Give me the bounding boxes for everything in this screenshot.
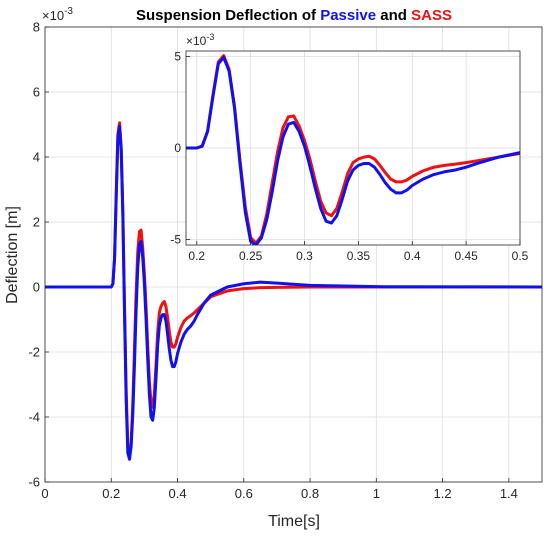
main-x-tick-label: 0.2 [102,486,120,501]
main-x-tick-label: 0 [41,486,48,501]
main-y-tick-label: 8 [33,20,40,35]
inset-x-tick-label: 0.35 [347,249,371,263]
main-exponent: ×10-3 [42,6,73,23]
title-passive: Passive [320,7,376,24]
main-x-tick-label: 0.8 [301,486,319,501]
main-x-tick-label: 0.6 [235,486,253,501]
inset-exponent-base: ×10 [186,34,207,48]
inset-exponent-power: -3 [206,32,214,42]
main-y-ticks: -6 -4 -2 0 2 4 6 8 [28,20,49,490]
title-prefix: Suspension Deflection of [136,7,317,24]
main-series-group [45,121,542,461]
inset-x-tick-label: 0.2 [188,249,205,263]
inset-x-tick-label: 0.45 [454,249,478,263]
inset-x-tick-label: 0.4 [404,249,421,263]
inset-y-tick-label: 5 [174,50,181,64]
chart-title: Suspension Deflection of Passive and SAS… [136,7,452,24]
inset-y-tick-label: 0 [174,141,181,155]
main-y-tick-label: -2 [28,345,40,360]
main-y-tick-label: -4 [28,410,40,425]
inset-exponent: ×10-3 [186,32,214,48]
main-x-tick-label: 1.4 [500,486,518,501]
main-y-tick-label: 4 [33,150,40,165]
main-axes-frame [44,26,543,483]
main-x-tick-label: 0.4 [168,486,186,501]
main-y-tick-label: 6 [33,85,40,100]
main-x-tick-label: 1 [373,486,380,501]
inset-x-tick-label: 0.3 [296,249,313,263]
main-series-passive [45,124,542,461]
inset-plot-area: 0.2 0.25 0.3 0.35 0.4 0.45 0.5 -5 0 5 ×10-3 [170,32,529,263]
inset-series-group [186,54,520,245]
inset-y-tick-label: -5 [170,233,181,247]
main-x-ticks: 0 0.2 0.4 0.6 0.8 1 1.2 1.4 [41,478,518,501]
inset-x-tick-label: 0.5 [512,249,529,263]
inset-grid [186,51,521,245]
inset-y-ticks: -5 0 5 [170,50,190,247]
main-exponent-power: -3 [64,6,73,17]
title-connector: and [380,7,407,24]
main-y-tick-label: 0 [33,280,40,295]
main-exponent-base: ×10 [42,8,64,23]
inset-x-ticks: 0.2 0.25 0.3 0.35 0.4 0.45 0.5 [188,241,529,263]
title-sass: SASS [411,7,452,24]
inset-x-tick-label: 0.25 [239,249,263,263]
main-y-tick-label: -6 [28,475,40,490]
inset-series-passive [186,55,520,245]
main-x-tick-label: 1.2 [434,486,452,501]
main-y-tick-label: 2 [33,215,40,230]
x-axis-label: Time[s] [268,513,320,530]
y-axis-label: Deflection [m] [4,206,21,304]
